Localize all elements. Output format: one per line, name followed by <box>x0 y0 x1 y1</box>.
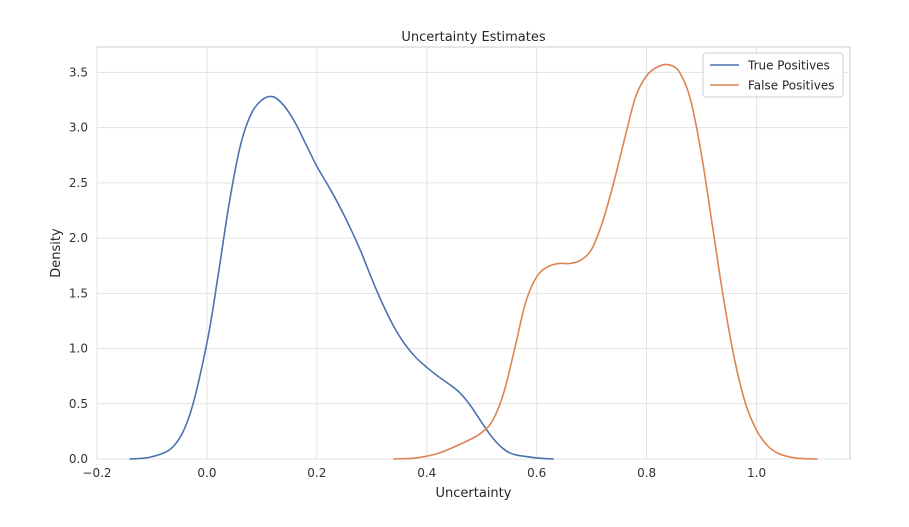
legend-label-false-positives: False Positives <box>748 79 834 93</box>
y-tick-label: 1.5 <box>69 286 88 300</box>
x-axis-ticks: −0.2 0.0 0.2 0.4 0.6 0.8 1.0 <box>82 466 766 480</box>
series-line-false-positives <box>393 63 818 460</box>
y-tick-label: 1.0 <box>69 342 88 356</box>
chart-title: Uncertainty Estimates <box>401 30 546 45</box>
y-tick-label: 0.5 <box>69 397 88 411</box>
y-tick-label: 2.0 <box>69 231 88 245</box>
x-tick-label: 0.2 <box>307 466 326 480</box>
y-tick-label: 3.5 <box>69 65 88 79</box>
x-tick-label: 1.0 <box>747 466 766 480</box>
x-tick-label: 0.8 <box>637 466 656 480</box>
legend-label-true-positives: True Positives <box>747 59 830 73</box>
series-line-true-positives <box>129 95 554 460</box>
y-tick-label: 0.0 <box>69 452 88 466</box>
y-axis-label: Density <box>49 228 64 278</box>
plot-area <box>96 46 851 460</box>
x-tick-label: 0.6 <box>527 466 546 480</box>
y-tick-label: 3.0 <box>69 121 88 135</box>
legend: True Positives False Positives <box>702 52 844 98</box>
x-axis-label: Uncertainty <box>436 486 512 501</box>
y-tick-label: 2.5 <box>69 176 88 190</box>
series-layer <box>129 63 818 460</box>
x-tick-label: −0.2 <box>82 466 111 480</box>
legend-box <box>702 52 844 98</box>
x-tick-label: 0.4 <box>417 466 436 480</box>
x-tick-label: 0.0 <box>197 466 216 480</box>
y-axis-ticks: 0.0 0.5 1.0 1.5 2.0 2.5 3.0 3.5 <box>69 65 88 466</box>
grid <box>96 47 850 460</box>
